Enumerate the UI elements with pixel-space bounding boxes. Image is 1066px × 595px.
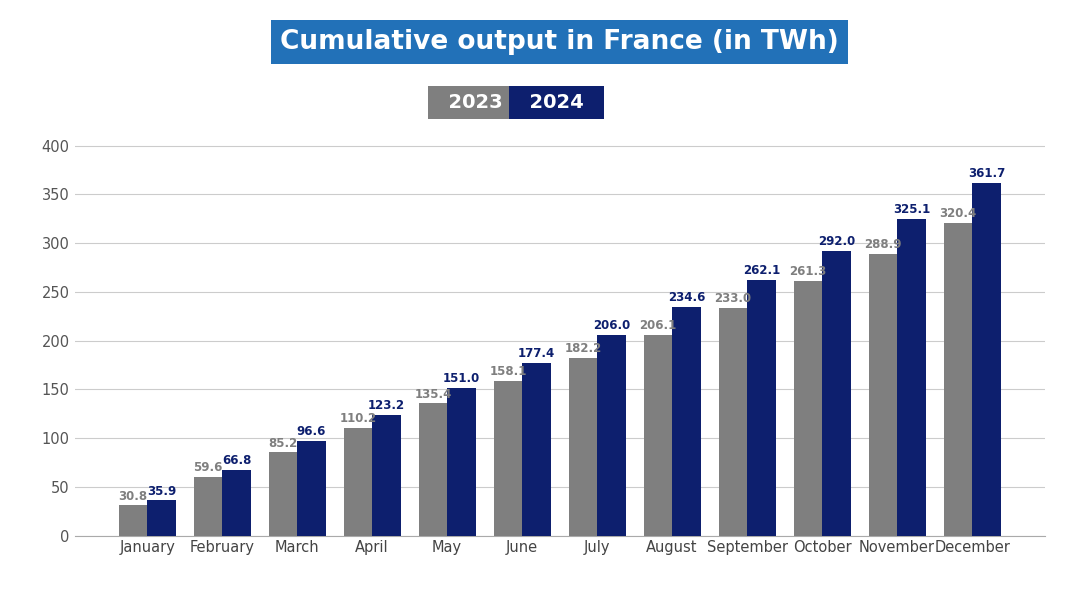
Text: 35.9: 35.9 [147,484,176,497]
Text: 361.7: 361.7 [968,167,1005,180]
Text: 59.6: 59.6 [193,462,223,474]
Bar [194,477,222,536]
Text: 123.2: 123.2 [368,399,405,412]
Text: 262.1: 262.1 [743,264,780,277]
Text: 233.0: 233.0 [714,292,752,305]
Text: 66.8: 66.8 [222,455,252,468]
Bar [972,183,1001,536]
Text: 325.1: 325.1 [892,203,930,215]
Bar [372,415,401,536]
Bar [147,500,176,536]
Text: 292.0: 292.0 [818,235,855,248]
Text: 177.4: 177.4 [518,347,555,359]
Bar [943,223,972,536]
Text: 206.1: 206.1 [640,319,677,331]
Bar [644,334,673,536]
Bar [419,403,447,536]
Bar [597,334,626,536]
Text: 182.2: 182.2 [564,342,601,355]
Text: 85.2: 85.2 [269,437,297,449]
Text: 2024: 2024 [516,93,597,112]
Bar [522,362,551,536]
Bar [494,381,522,536]
Text: 151.0: 151.0 [442,372,480,386]
Bar [222,471,251,536]
Text: 206.0: 206.0 [593,319,630,332]
Text: 110.2: 110.2 [339,412,376,425]
Bar [869,254,898,536]
Text: 2023: 2023 [435,93,516,112]
Bar [297,441,326,536]
Text: 30.8: 30.8 [118,490,147,503]
Text: Cumulative output in France (in TWh): Cumulative output in France (in TWh) [280,29,839,55]
Bar [269,452,297,536]
Text: 320.4: 320.4 [939,207,976,220]
Bar [568,358,597,536]
Text: 158.1: 158.1 [489,365,527,378]
Bar [718,308,747,536]
Bar [747,280,776,536]
Text: 96.6: 96.6 [296,425,326,439]
Bar [673,307,700,536]
Bar [118,506,147,536]
Bar [793,281,822,536]
Bar [898,218,925,536]
Bar [343,428,372,536]
Bar [822,251,851,536]
Bar [447,389,475,536]
Text: 135.4: 135.4 [415,387,452,400]
Text: 234.6: 234.6 [667,291,705,304]
Text: 261.3: 261.3 [789,265,826,278]
Text: 288.9: 288.9 [865,238,902,251]
